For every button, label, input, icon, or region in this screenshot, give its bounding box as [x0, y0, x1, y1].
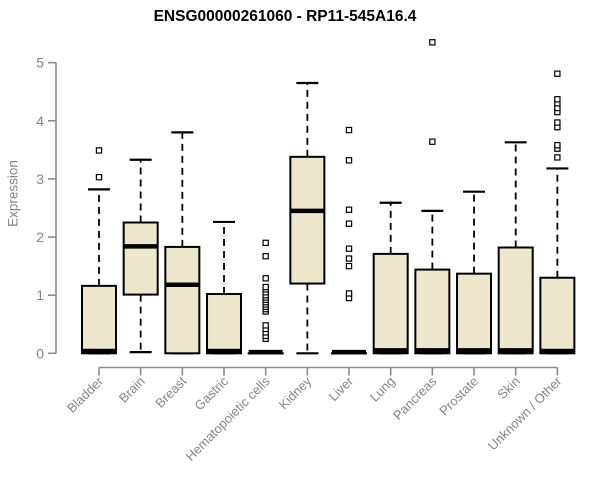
- x-category-label: Lung: [367, 374, 398, 405]
- outlier-point: [345, 157, 353, 164]
- x-category-label: Prostate: [436, 374, 481, 419]
- iqr-box: [122, 221, 159, 296]
- outlier-point: [262, 275, 269, 282]
- iqr-box: [539, 276, 576, 355]
- outlier-point: [262, 253, 269, 260]
- outlier-point: [345, 245, 353, 252]
- outlier-point: [429, 138, 436, 145]
- box-unknown-other: [539, 70, 576, 355]
- iqr-box: [456, 272, 493, 355]
- outlier-point: [345, 262, 353, 270]
- box-liver: [331, 126, 368, 355]
- iqr-box: [497, 246, 534, 355]
- box-gastric: [206, 220, 243, 355]
- x-category-label: Pancreas: [390, 373, 440, 423]
- x-category-label: Skin: [494, 374, 522, 402]
- outlier-point: [345, 206, 353, 213]
- x-category-label: Bladder: [64, 373, 107, 416]
- box-brain: [122, 158, 159, 354]
- iqr-box: [81, 284, 117, 355]
- x-category-label: Gastric: [191, 373, 231, 413]
- y-tick-label: 2: [36, 229, 44, 245]
- outlier-point: [262, 322, 269, 329]
- x-category-label: Breast: [152, 373, 189, 410]
- outlier-point: [95, 147, 103, 154]
- outlier-point: [345, 126, 353, 134]
- outlier-point: [262, 283, 269, 291]
- x-category-label: Unknown / Other: [485, 373, 565, 453]
- box-breast: [164, 131, 201, 355]
- x-category-label: Brain: [116, 374, 148, 406]
- iqr-box: [206, 293, 243, 355]
- iqr-box: [164, 245, 201, 355]
- y-tick-label: 0: [36, 345, 44, 361]
- y-axis: 0 1 2 3 4 5: [36, 55, 57, 361]
- y-tick-label: 5: [36, 55, 44, 71]
- chart-title: ENSG00000261060 - RP11-545A16.4: [153, 8, 417, 25]
- outlier-point: [345, 290, 353, 297]
- iqr-box: [289, 155, 326, 285]
- outlier-point: [262, 239, 269, 247]
- box-hematopoietic-cells: [247, 239, 284, 355]
- y-axis-title: Expression: [5, 160, 21, 227]
- box-lung: [372, 201, 409, 355]
- x-category-label: Liver: [326, 373, 357, 404]
- box-prostate: [456, 190, 493, 355]
- y-tick-label: 4: [36, 113, 44, 129]
- y-tick-label: 3: [36, 171, 44, 187]
- iqr-box: [414, 268, 451, 355]
- outlier-point: [554, 141, 561, 149]
- outlier-point: [345, 255, 353, 262]
- y-tick-label: 1: [36, 287, 44, 303]
- outlier-point: [95, 173, 103, 181]
- iqr-box: [372, 252, 409, 355]
- box-kidney: [289, 81, 326, 355]
- box-pancreas: [414, 39, 451, 355]
- box-bladder: [81, 147, 117, 355]
- outlier-point: [554, 70, 561, 77]
- outlier-point: [554, 119, 561, 126]
- box-skin: [497, 141, 534, 355]
- outlier-point: [554, 96, 561, 103]
- outlier-point: [554, 154, 561, 161]
- x-category-label: Kidney: [276, 373, 315, 412]
- outlier-point: [429, 39, 436, 46]
- outlier-point: [345, 220, 353, 227]
